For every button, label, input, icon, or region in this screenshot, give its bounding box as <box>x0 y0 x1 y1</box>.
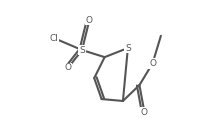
Text: O: O <box>141 108 148 116</box>
Text: Cl: Cl <box>50 34 58 43</box>
Text: S: S <box>125 44 131 52</box>
Text: O: O <box>149 59 156 68</box>
Text: S: S <box>79 46 85 54</box>
Text: O: O <box>86 16 93 25</box>
Text: O: O <box>64 64 71 72</box>
